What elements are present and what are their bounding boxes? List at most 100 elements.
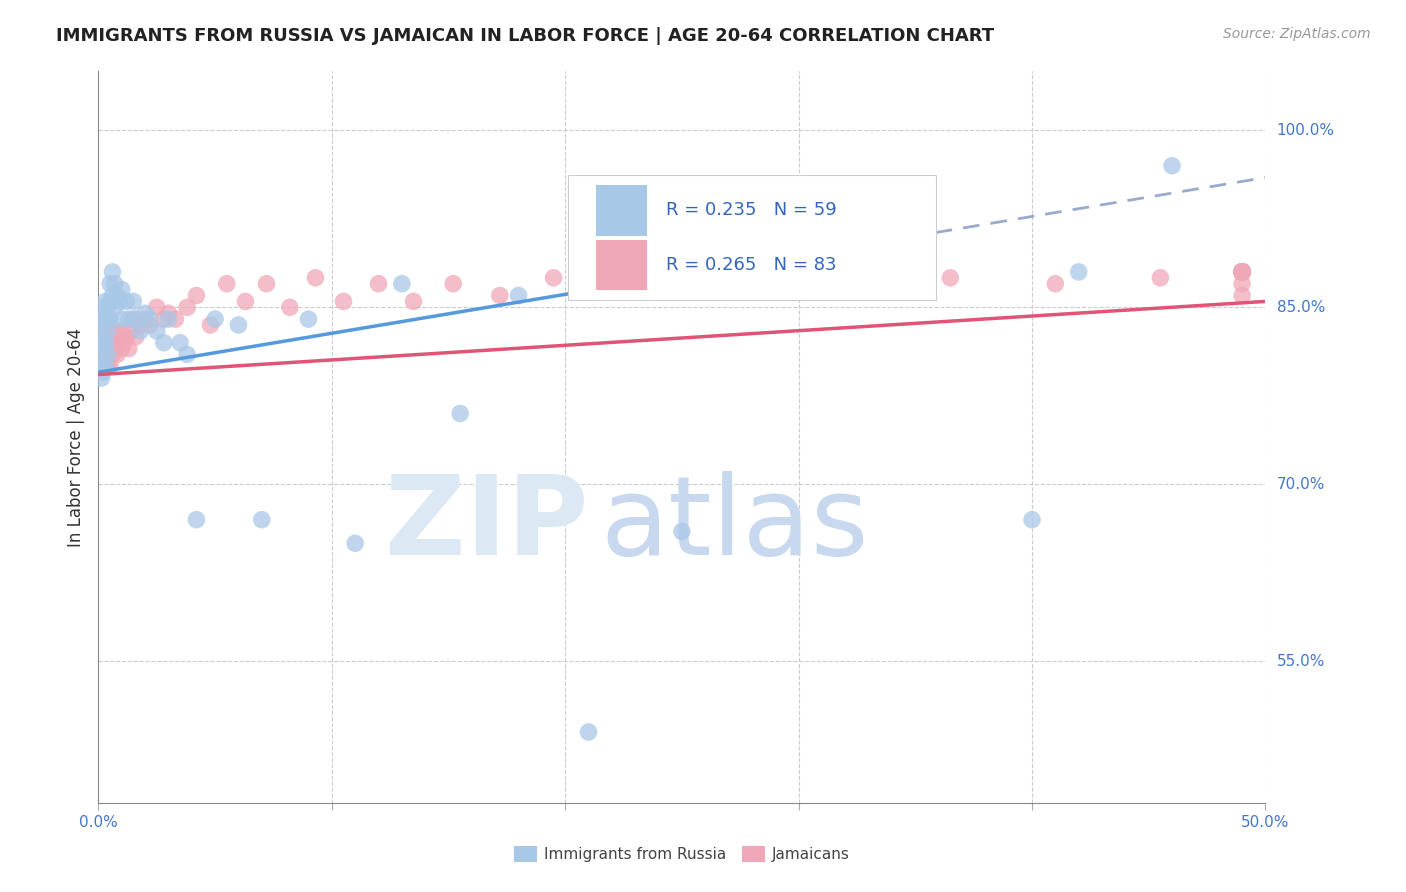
Point bbox=[1230, 265, 1253, 279]
Point bbox=[1230, 265, 1253, 279]
Point bbox=[939, 270, 962, 285]
Point bbox=[1230, 265, 1253, 279]
Point bbox=[578, 725, 600, 739]
Text: R = 0.235   N = 59: R = 0.235 N = 59 bbox=[665, 202, 837, 219]
Text: R = 0.265   N = 83: R = 0.265 N = 83 bbox=[665, 256, 837, 274]
Point bbox=[134, 306, 156, 320]
Point bbox=[97, 324, 120, 338]
Point bbox=[111, 324, 134, 338]
Point bbox=[108, 294, 131, 309]
Point bbox=[91, 301, 114, 315]
Text: 55.0%: 55.0% bbox=[1277, 654, 1324, 669]
Point bbox=[752, 283, 775, 297]
Point bbox=[176, 347, 198, 361]
Point bbox=[1230, 265, 1253, 279]
Point bbox=[122, 294, 145, 309]
Point bbox=[104, 324, 127, 338]
Point bbox=[1230, 265, 1253, 279]
Point bbox=[94, 330, 117, 344]
Point bbox=[278, 301, 301, 315]
Point bbox=[90, 312, 112, 326]
Point bbox=[90, 371, 112, 385]
Point bbox=[671, 524, 693, 539]
FancyBboxPatch shape bbox=[596, 186, 647, 235]
Point bbox=[115, 294, 138, 309]
Point bbox=[1067, 265, 1090, 279]
Point bbox=[90, 359, 112, 374]
Point bbox=[93, 353, 115, 368]
Point bbox=[1230, 265, 1253, 279]
Point bbox=[256, 277, 278, 291]
Point bbox=[91, 330, 114, 344]
Point bbox=[489, 288, 512, 302]
Point bbox=[1230, 265, 1253, 279]
Point bbox=[391, 277, 413, 291]
Point bbox=[118, 342, 141, 356]
Point bbox=[304, 270, 326, 285]
Point bbox=[139, 318, 162, 332]
Point bbox=[1230, 288, 1253, 302]
Point bbox=[105, 347, 128, 361]
Point bbox=[93, 335, 115, 350]
Point bbox=[332, 294, 354, 309]
Point bbox=[89, 335, 111, 350]
Point bbox=[508, 288, 530, 302]
Point bbox=[98, 359, 121, 374]
Point bbox=[235, 294, 257, 309]
Point bbox=[118, 312, 141, 326]
Point bbox=[96, 335, 118, 350]
Point bbox=[1021, 513, 1043, 527]
Point bbox=[1230, 265, 1253, 279]
Point bbox=[94, 312, 117, 326]
Text: 70.0%: 70.0% bbox=[1277, 476, 1324, 491]
Point bbox=[449, 407, 471, 421]
Point bbox=[1230, 265, 1253, 279]
Point bbox=[94, 294, 117, 309]
Point bbox=[129, 318, 152, 332]
Point bbox=[157, 306, 180, 320]
Point bbox=[98, 312, 121, 326]
Point bbox=[1230, 265, 1253, 279]
Point bbox=[104, 342, 127, 356]
Point bbox=[139, 312, 162, 326]
Point bbox=[111, 342, 134, 356]
Point bbox=[1230, 265, 1253, 279]
Point bbox=[105, 288, 128, 302]
Point bbox=[165, 312, 187, 326]
Point bbox=[93, 312, 115, 326]
Point bbox=[441, 277, 464, 291]
Point bbox=[122, 312, 145, 326]
Point bbox=[543, 270, 565, 285]
Point bbox=[228, 318, 250, 332]
Point bbox=[134, 312, 156, 326]
Point bbox=[367, 277, 389, 291]
Point bbox=[94, 347, 117, 361]
Point bbox=[176, 301, 198, 315]
Point bbox=[101, 347, 124, 361]
Point bbox=[1230, 265, 1253, 279]
Point bbox=[94, 359, 117, 374]
Text: ZIP: ZIP bbox=[385, 471, 589, 578]
Point bbox=[600, 283, 623, 297]
Point bbox=[204, 312, 226, 326]
Point bbox=[146, 301, 169, 315]
Point bbox=[1230, 265, 1253, 279]
Point bbox=[97, 312, 120, 326]
Point bbox=[94, 335, 117, 350]
Point bbox=[1230, 265, 1253, 279]
Point bbox=[1230, 265, 1253, 279]
Legend: Immigrants from Russia, Jamaicans: Immigrants from Russia, Jamaicans bbox=[508, 840, 856, 868]
Point bbox=[344, 536, 367, 550]
Point bbox=[200, 318, 222, 332]
Point bbox=[186, 288, 208, 302]
Point bbox=[90, 347, 112, 361]
Point bbox=[112, 335, 135, 350]
Point bbox=[90, 342, 112, 356]
Point bbox=[1230, 265, 1253, 279]
Point bbox=[101, 288, 124, 302]
Point bbox=[98, 277, 121, 291]
Text: IMMIGRANTS FROM RUSSIA VS JAMAICAN IN LABOR FORCE | AGE 20-64 CORRELATION CHART: IMMIGRANTS FROM RUSSIA VS JAMAICAN IN LA… bbox=[56, 27, 994, 45]
Y-axis label: In Labor Force | Age 20-64: In Labor Force | Age 20-64 bbox=[66, 327, 84, 547]
Point bbox=[90, 335, 112, 350]
Text: atlas: atlas bbox=[600, 471, 869, 578]
